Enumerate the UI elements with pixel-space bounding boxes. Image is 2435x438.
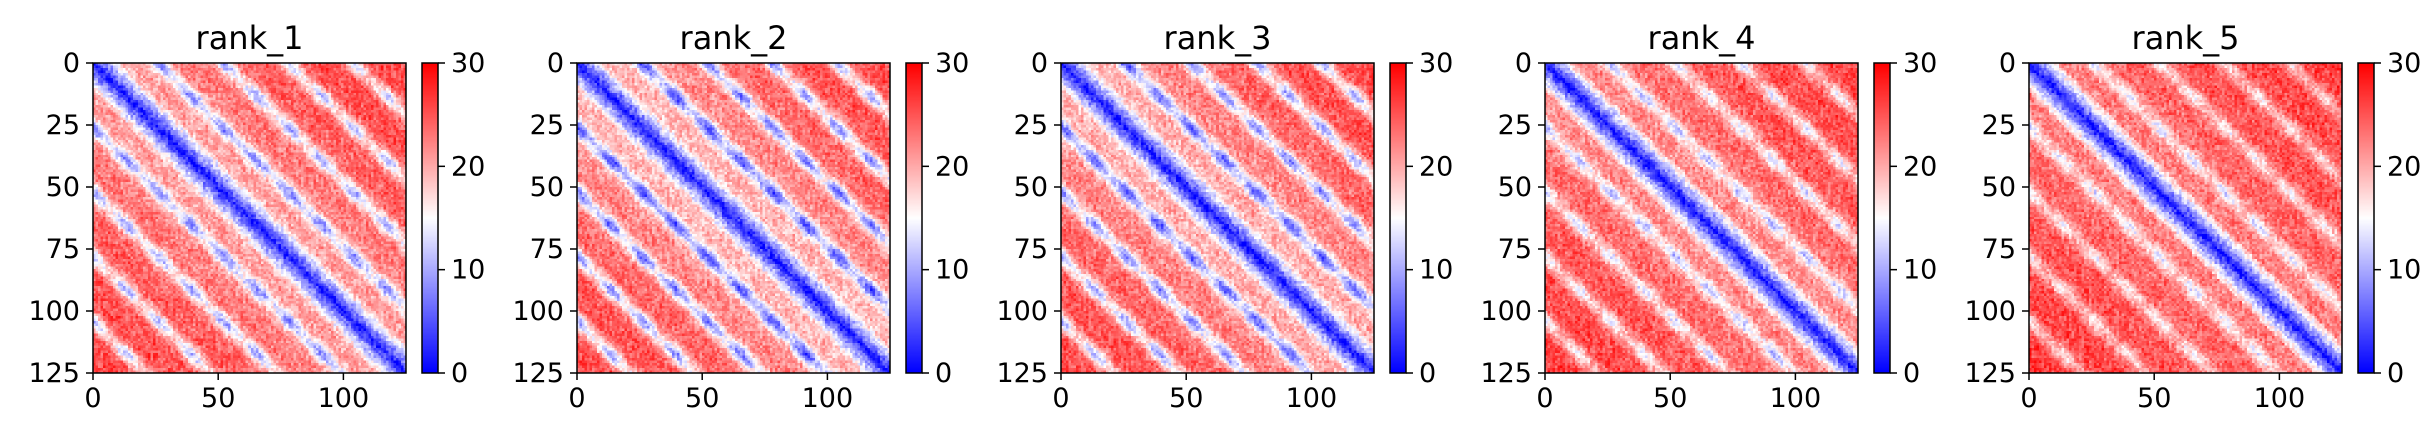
x-tick-label: 100 <box>802 383 854 414</box>
y-tick-label: 125 <box>28 358 80 389</box>
colorbar-tick-label: 10 <box>451 255 485 286</box>
heatmap-image <box>93 63 406 373</box>
y-tick-label: 75 <box>46 234 80 265</box>
x-tick-label: 0 <box>2020 383 2037 414</box>
colorbar-tick-label: 0 <box>2387 358 2404 389</box>
heatmap-image <box>2029 63 2342 373</box>
x-tick-label: 0 <box>1536 383 1553 414</box>
colorbar-tick-label: 30 <box>1419 48 1453 79</box>
colorbar-tick-label: 0 <box>935 358 952 389</box>
y-tick-label: 125 <box>996 358 1048 389</box>
y-tick-label: 25 <box>1498 110 1532 141</box>
x-tick-label: 0 <box>568 383 585 414</box>
colorbar-tick-label: 10 <box>1419 255 1453 286</box>
x-tick-label: 100 <box>2254 383 2306 414</box>
y-tick-label: 125 <box>1480 358 1532 389</box>
colorbar-tick-label: 10 <box>935 255 969 286</box>
y-tick-label: 100 <box>1964 296 2016 327</box>
colorbar-tick-label: 30 <box>451 48 485 79</box>
panel-title: rank_5 <box>2132 19 2240 57</box>
y-tick-label: 50 <box>46 172 80 203</box>
axes-frame <box>576 62 891 374</box>
colorbar <box>2358 63 2374 373</box>
y-tick-label: 25 <box>1982 110 2016 141</box>
x-tick-label: 50 <box>2137 383 2171 414</box>
colorbar-frame <box>1873 62 1891 374</box>
colorbar-tick-label: 30 <box>1903 48 1937 79</box>
colorbar-tick-label: 0 <box>451 358 468 389</box>
x-tick-label: 50 <box>1653 383 1687 414</box>
axes-frame <box>2028 62 2343 374</box>
axes-frame <box>92 62 407 374</box>
y-tick-label: 50 <box>1498 172 1532 203</box>
y-tick-label: 0 <box>1515 48 1532 79</box>
colorbar-tick-label: 20 <box>1419 151 1453 182</box>
y-tick-label: 25 <box>1014 110 1048 141</box>
panel-title: rank_2 <box>680 19 788 57</box>
colorbar-tick-label: 10 <box>2387 255 2421 286</box>
colorbar-tick-label: 20 <box>1903 151 1937 182</box>
colorbar-frame <box>2357 62 2375 374</box>
y-tick-label: 0 <box>63 48 80 79</box>
panel-title: rank_1 <box>196 19 304 57</box>
colorbar-frame <box>905 62 923 374</box>
y-tick-label: 0 <box>1999 48 2016 79</box>
y-tick-label: 50 <box>530 172 564 203</box>
colorbar-tick-label: 20 <box>451 151 485 182</box>
y-tick-label: 75 <box>1982 234 2016 265</box>
y-tick-label: 0 <box>547 48 564 79</box>
colorbar-frame <box>421 62 439 374</box>
x-tick-label: 50 <box>685 383 719 414</box>
heatmap-image <box>1545 63 1858 373</box>
heatmap-image <box>577 63 890 373</box>
colorbar <box>1874 63 1890 373</box>
heatmap-image <box>1061 63 1374 373</box>
y-tick-label: 125 <box>512 358 564 389</box>
x-tick-label: 100 <box>1286 383 1338 414</box>
x-tick-label: 0 <box>1052 383 1069 414</box>
colorbar-tick-label: 0 <box>1419 358 1436 389</box>
colorbar <box>422 63 438 373</box>
y-tick-label: 75 <box>1014 234 1048 265</box>
y-tick-label: 50 <box>1982 172 2016 203</box>
colorbar <box>1390 63 1406 373</box>
colorbar-frame <box>1389 62 1407 374</box>
y-tick-label: 100 <box>28 296 80 327</box>
y-tick-label: 50 <box>1014 172 1048 203</box>
colorbar-tick-label: 20 <box>2387 151 2421 182</box>
y-tick-label: 100 <box>996 296 1048 327</box>
colorbar-tick-label: 30 <box>2387 48 2421 79</box>
y-tick-label: 125 <box>1964 358 2016 389</box>
x-tick-label: 0 <box>84 383 101 414</box>
panel-title: rank_4 <box>1648 19 1756 57</box>
colorbar-tick-label: 20 <box>935 151 969 182</box>
axes-frame <box>1544 62 1859 374</box>
x-tick-label: 100 <box>1770 383 1822 414</box>
panel-title: rank_3 <box>1164 19 1272 57</box>
y-tick-label: 100 <box>512 296 564 327</box>
x-tick-label: 50 <box>1169 383 1203 414</box>
y-tick-label: 75 <box>530 234 564 265</box>
y-tick-label: 25 <box>46 110 80 141</box>
y-tick-label: 75 <box>1498 234 1532 265</box>
colorbar-tick-label: 10 <box>1903 255 1937 286</box>
x-tick-label: 50 <box>201 383 235 414</box>
y-tick-label: 0 <box>1031 48 1048 79</box>
colorbar-tick-label: 30 <box>935 48 969 79</box>
colorbar <box>906 63 922 373</box>
axes-frame <box>1060 62 1375 374</box>
y-tick-label: 25 <box>530 110 564 141</box>
colorbar-tick-label: 0 <box>1903 358 1920 389</box>
y-tick-label: 100 <box>1480 296 1532 327</box>
x-tick-label: 100 <box>318 383 370 414</box>
